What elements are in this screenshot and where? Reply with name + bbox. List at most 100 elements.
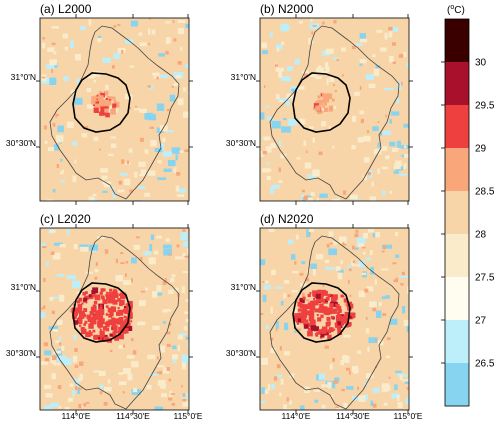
land-patch bbox=[271, 269, 276, 275]
warm-patch bbox=[77, 387, 83, 390]
hotspot-pixel bbox=[348, 315, 352, 319]
land-patch bbox=[110, 136, 116, 139]
hotspot-pixel bbox=[110, 96, 114, 100]
land-patch bbox=[137, 321, 146, 326]
water-patch bbox=[291, 254, 296, 260]
warm-patch bbox=[273, 376, 278, 381]
land-patch bbox=[67, 121, 74, 128]
land-patch bbox=[152, 291, 158, 298]
land-patch bbox=[148, 28, 151, 35]
hotspot-pixel bbox=[111, 291, 117, 296]
water-patch bbox=[300, 405, 305, 410]
land-patch bbox=[401, 379, 409, 382]
hotspot-pixel bbox=[124, 309, 127, 313]
land-patch bbox=[377, 168, 380, 174]
land-patch bbox=[329, 363, 333, 370]
land-patch bbox=[173, 82, 180, 86]
warm-patch bbox=[166, 331, 171, 335]
warm-patch bbox=[263, 85, 266, 89]
hotspot-layer bbox=[313, 92, 335, 115]
land-patch bbox=[265, 146, 272, 153]
water-patch bbox=[279, 140, 282, 147]
land-patch bbox=[369, 301, 377, 308]
hotspot-pixel bbox=[77, 304, 83, 309]
hotspot-pixel bbox=[309, 310, 315, 316]
warm-patch bbox=[43, 277, 46, 282]
warm-patch bbox=[366, 130, 369, 134]
warm-patch bbox=[74, 364, 79, 368]
land-patch bbox=[119, 381, 127, 386]
warm-patch bbox=[184, 255, 189, 258]
land-patch bbox=[288, 200, 292, 201]
hotspot-pixel bbox=[309, 319, 316, 326]
land-patch bbox=[177, 20, 186, 23]
hotspot-pixel bbox=[328, 293, 331, 297]
hotspot-pixel bbox=[111, 333, 115, 337]
hotspot-pixel bbox=[297, 318, 302, 322]
hotspot-pixel bbox=[85, 331, 91, 338]
land-patch bbox=[284, 280, 290, 284]
hotspot-pixel bbox=[88, 323, 94, 329]
land-patch bbox=[181, 362, 187, 370]
water-patch bbox=[89, 244, 99, 251]
land-patch bbox=[59, 244, 66, 248]
land-patch bbox=[403, 319, 409, 327]
land-patch bbox=[351, 259, 355, 266]
hotspot-pixel bbox=[315, 293, 321, 299]
hotspot-pixel bbox=[103, 112, 106, 115]
land-patch bbox=[43, 384, 52, 389]
warm-patch bbox=[104, 249, 109, 254]
land-patch bbox=[148, 257, 156, 265]
hotspot-pixel bbox=[318, 307, 325, 313]
land-patch bbox=[283, 404, 287, 410]
land-patch bbox=[46, 199, 54, 201]
hotspot-pixel bbox=[102, 299, 108, 305]
hotspot-pixel bbox=[128, 302, 131, 305]
warm-patch bbox=[115, 258, 118, 264]
warm-patch bbox=[75, 386, 78, 391]
land-patch bbox=[156, 235, 162, 239]
water-patch bbox=[363, 394, 368, 401]
hotspot-pixel bbox=[121, 321, 127, 327]
hotspot-pixel bbox=[95, 100, 99, 104]
land-patch bbox=[397, 394, 400, 401]
water-patch bbox=[46, 64, 55, 70]
land-patch bbox=[324, 259, 330, 264]
hotspot-pixel bbox=[92, 104, 95, 107]
hotspot-pixel bbox=[93, 334, 99, 340]
colorbar-label: 27.5 bbox=[475, 273, 495, 284]
land-patch bbox=[383, 402, 388, 406]
hotspot-pixel bbox=[106, 100, 112, 105]
water-patch bbox=[375, 310, 382, 318]
colorbar-box bbox=[445, 363, 469, 407]
warm-patch bbox=[99, 294, 103, 296]
lon-label-115-0: 115°0'E bbox=[394, 411, 423, 421]
water-patch bbox=[260, 112, 265, 120]
warm-patch bbox=[123, 344, 126, 348]
land-patch bbox=[297, 86, 305, 90]
warm-patch bbox=[176, 244, 180, 248]
water-patch bbox=[130, 20, 138, 27]
lon-label-114-0: 114°0'E bbox=[282, 411, 311, 421]
warm-patch bbox=[51, 42, 56, 46]
land-patch bbox=[326, 78, 329, 85]
warm-patch bbox=[343, 190, 347, 195]
water-patch bbox=[281, 76, 291, 82]
warm-patch bbox=[41, 76, 46, 79]
water-patch bbox=[288, 239, 294, 245]
warm-patch bbox=[74, 347, 78, 352]
land-patch bbox=[315, 76, 322, 79]
hotspot-pixel bbox=[104, 108, 109, 113]
land-patch bbox=[335, 266, 341, 271]
warm-patch bbox=[44, 358, 50, 362]
warm-patch bbox=[166, 367, 170, 371]
water-patch bbox=[43, 405, 53, 410]
warm-patch bbox=[149, 18, 151, 20]
land-patch bbox=[321, 404, 326, 408]
hotspot-pixel bbox=[105, 294, 108, 297]
land-patch bbox=[165, 238, 170, 242]
warm-patch bbox=[171, 86, 174, 88]
land-patch bbox=[182, 271, 188, 274]
warm-patch bbox=[262, 281, 265, 283]
land-patch bbox=[147, 170, 156, 176]
